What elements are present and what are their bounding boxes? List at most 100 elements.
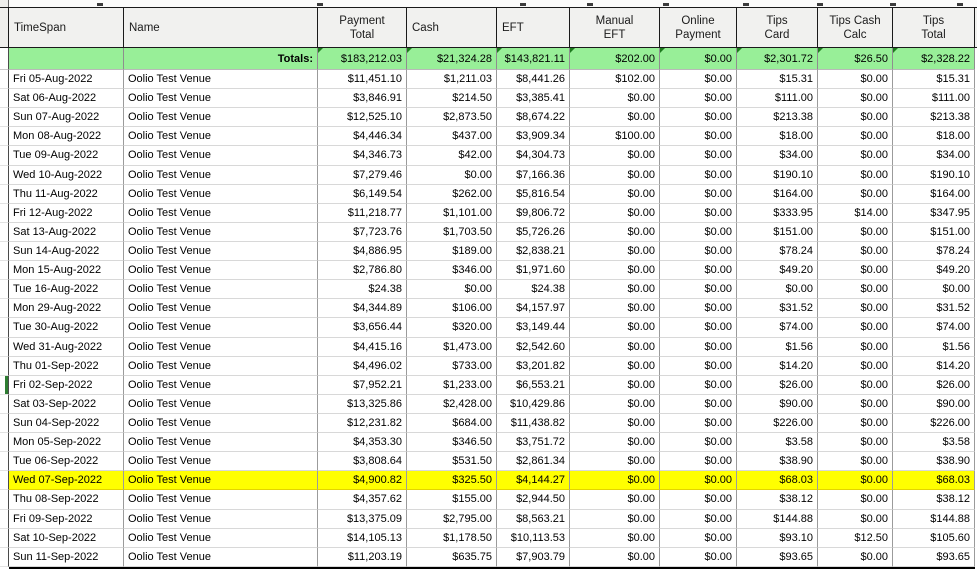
cell-cash[interactable]: $155.00 bbox=[407, 490, 497, 510]
cell-payment_total[interactable]: $14,105.13 bbox=[318, 528, 407, 548]
cell-tips_total[interactable]: $144.88 bbox=[893, 509, 975, 529]
cell-eft[interactable]: $3,385.41 bbox=[497, 89, 570, 109]
cell-tips_total[interactable]: $213.38 bbox=[893, 108, 975, 128]
cell-cash[interactable]: $346.50 bbox=[407, 433, 497, 453]
cell-eft[interactable]: $7,166.36 bbox=[497, 165, 570, 185]
cell-payment_total[interactable]: $6,149.54 bbox=[318, 184, 407, 204]
cell-tips_card[interactable]: $74.00 bbox=[737, 318, 818, 338]
cell-online_payment[interactable]: $0.00 bbox=[660, 356, 737, 376]
cell-timespan[interactable]: Tue 16-Aug-2022 bbox=[9, 280, 124, 300]
cell-tips_total[interactable]: $34.00 bbox=[893, 146, 975, 166]
cell-tips_total[interactable]: $26.00 bbox=[893, 375, 975, 395]
cell-tips_total[interactable]: $3.58 bbox=[893, 433, 975, 453]
cell-manual_eft[interactable]: $0.00 bbox=[570, 299, 660, 319]
cell-timespan[interactable]: Fri 05-Aug-2022 bbox=[9, 70, 124, 90]
cell-tips_cash_calc[interactable]: $0.00 bbox=[818, 146, 893, 166]
cell-manual_eft[interactable]: $0.00 bbox=[570, 375, 660, 395]
totals-cell-tips_cash_calc[interactable]: $26.50 bbox=[818, 48, 893, 70]
cell-tips_cash_calc[interactable]: $0.00 bbox=[818, 241, 893, 262]
cell-name[interactable]: Oolio Test Venue bbox=[124, 241, 318, 262]
row-selector[interactable] bbox=[0, 413, 9, 434]
select-all-corner[interactable] bbox=[0, 8, 9, 47]
cell-cash[interactable]: $733.00 bbox=[407, 356, 497, 376]
cell-tips_card[interactable]: $14.20 bbox=[737, 356, 818, 376]
cell-tips_cash_calc[interactable]: $14.00 bbox=[818, 203, 893, 223]
cell-cash[interactable]: $0.00 bbox=[407, 165, 497, 185]
cell-eft[interactable]: $24.38 bbox=[497, 280, 570, 300]
row-selector[interactable] bbox=[0, 89, 9, 109]
row-selector[interactable] bbox=[0, 490, 9, 510]
cell-eft[interactable]: $5,816.54 bbox=[497, 184, 570, 204]
cell-online_payment[interactable]: $0.00 bbox=[660, 299, 737, 319]
cell-eft[interactable]: $10,429.86 bbox=[497, 394, 570, 414]
row-selector[interactable] bbox=[0, 509, 9, 529]
cell-tips_card[interactable]: $3.58 bbox=[737, 433, 818, 453]
cell-tips_card[interactable]: $151.00 bbox=[737, 222, 818, 242]
cell-name[interactable]: Oolio Test Venue bbox=[124, 413, 318, 434]
cell-eft[interactable]: $9,806.72 bbox=[497, 203, 570, 223]
cell-eft[interactable]: $8,441.26 bbox=[497, 70, 570, 90]
cell-eft[interactable]: $7,903.79 bbox=[497, 547, 570, 567]
cell-tips_card[interactable]: $213.38 bbox=[737, 108, 818, 128]
cell-tips_cash_calc[interactable]: $0.00 bbox=[818, 394, 893, 414]
cell-eft[interactable]: $2,542.60 bbox=[497, 337, 570, 357]
cell-name[interactable]: Oolio Test Venue bbox=[124, 127, 318, 147]
cell-tips_card[interactable]: $93.65 bbox=[737, 547, 818, 567]
cell-online_payment[interactable]: $0.00 bbox=[660, 318, 737, 338]
cell-timespan[interactable]: Sun 07-Aug-2022 bbox=[9, 108, 124, 128]
cell-tips_total[interactable]: $68.03 bbox=[893, 471, 975, 491]
cell-name[interactable]: Oolio Test Venue bbox=[124, 222, 318, 242]
cell-name[interactable]: Oolio Test Venue bbox=[124, 337, 318, 357]
row-selector[interactable] bbox=[0, 452, 9, 472]
cell-manual_eft[interactable]: $0.00 bbox=[570, 528, 660, 548]
cell-payment_total[interactable]: $7,723.76 bbox=[318, 222, 407, 242]
totals-row-selector[interactable] bbox=[0, 48, 9, 70]
cell-cash[interactable]: $325.50 bbox=[407, 471, 497, 491]
cell-cash[interactable]: $1,178.50 bbox=[407, 528, 497, 548]
cell-tips_card[interactable]: $144.88 bbox=[737, 509, 818, 529]
totals-cell-name[interactable]: Totals: bbox=[124, 48, 318, 70]
cell-name[interactable]: Oolio Test Venue bbox=[124, 452, 318, 472]
totals-cell-eft[interactable]: $143,821.11 bbox=[497, 48, 570, 70]
cell-timespan[interactable]: Fri 02-Sep-2022 bbox=[9, 375, 124, 395]
column-header-tips_total[interactable]: Tips Total bbox=[893, 8, 975, 47]
cell-name[interactable]: Oolio Test Venue bbox=[124, 299, 318, 319]
cell-timespan[interactable]: Sat 06-Aug-2022 bbox=[9, 89, 124, 109]
cell-online_payment[interactable]: $0.00 bbox=[660, 471, 737, 491]
cell-tips_total[interactable]: $151.00 bbox=[893, 222, 975, 242]
cell-payment_total[interactable]: $13,375.09 bbox=[318, 509, 407, 529]
cell-payment_total[interactable]: $7,279.46 bbox=[318, 165, 407, 185]
cell-timespan[interactable]: Wed 31-Aug-2022 bbox=[9, 337, 124, 357]
cell-payment_total[interactable]: $3,656.44 bbox=[318, 318, 407, 338]
cell-tips_total[interactable]: $93.65 bbox=[893, 547, 975, 567]
cell-tips_card[interactable]: $18.00 bbox=[737, 127, 818, 147]
cell-online_payment[interactable]: $0.00 bbox=[660, 222, 737, 242]
cell-name[interactable]: Oolio Test Venue bbox=[124, 146, 318, 166]
cell-manual_eft[interactable]: $0.00 bbox=[570, 509, 660, 529]
cell-cash[interactable]: $684.00 bbox=[407, 413, 497, 434]
column-header-timespan[interactable]: TimeSpan bbox=[9, 8, 124, 47]
cell-manual_eft[interactable]: $0.00 bbox=[570, 222, 660, 242]
cell-payment_total[interactable]: $4,446.34 bbox=[318, 127, 407, 147]
cell-payment_total[interactable]: $13,325.86 bbox=[318, 394, 407, 414]
cell-timespan[interactable]: Mon 05-Sep-2022 bbox=[9, 433, 124, 453]
cell-cash[interactable]: $1,101.00 bbox=[407, 203, 497, 223]
cell-manual_eft[interactable]: $0.00 bbox=[570, 165, 660, 185]
row-selector[interactable] bbox=[0, 203, 9, 223]
cell-online_payment[interactable]: $0.00 bbox=[660, 375, 737, 395]
column-header-cash[interactable]: Cash bbox=[407, 8, 497, 47]
cell-timespan[interactable]: Mon 08-Aug-2022 bbox=[9, 127, 124, 147]
cell-tips_cash_calc[interactable]: $0.00 bbox=[818, 261, 893, 281]
row-selector[interactable] bbox=[0, 471, 9, 491]
cell-name[interactable]: Oolio Test Venue bbox=[124, 394, 318, 414]
cell-timespan[interactable]: Tue 30-Aug-2022 bbox=[9, 318, 124, 338]
cell-eft[interactable]: $8,674.22 bbox=[497, 108, 570, 128]
cell-tips_cash_calc[interactable]: $0.00 bbox=[818, 89, 893, 109]
row-selector[interactable] bbox=[0, 394, 9, 414]
cell-tips_cash_calc[interactable]: $0.00 bbox=[818, 127, 893, 147]
totals-cell-tips_total[interactable]: $2,328.22 bbox=[893, 48, 975, 70]
cell-tips_cash_calc[interactable]: $0.00 bbox=[818, 547, 893, 567]
cell-timespan[interactable]: Thu 08-Sep-2022 bbox=[9, 490, 124, 510]
totals-cell-timespan[interactable] bbox=[9, 48, 124, 70]
cell-cash[interactable]: $106.00 bbox=[407, 299, 497, 319]
